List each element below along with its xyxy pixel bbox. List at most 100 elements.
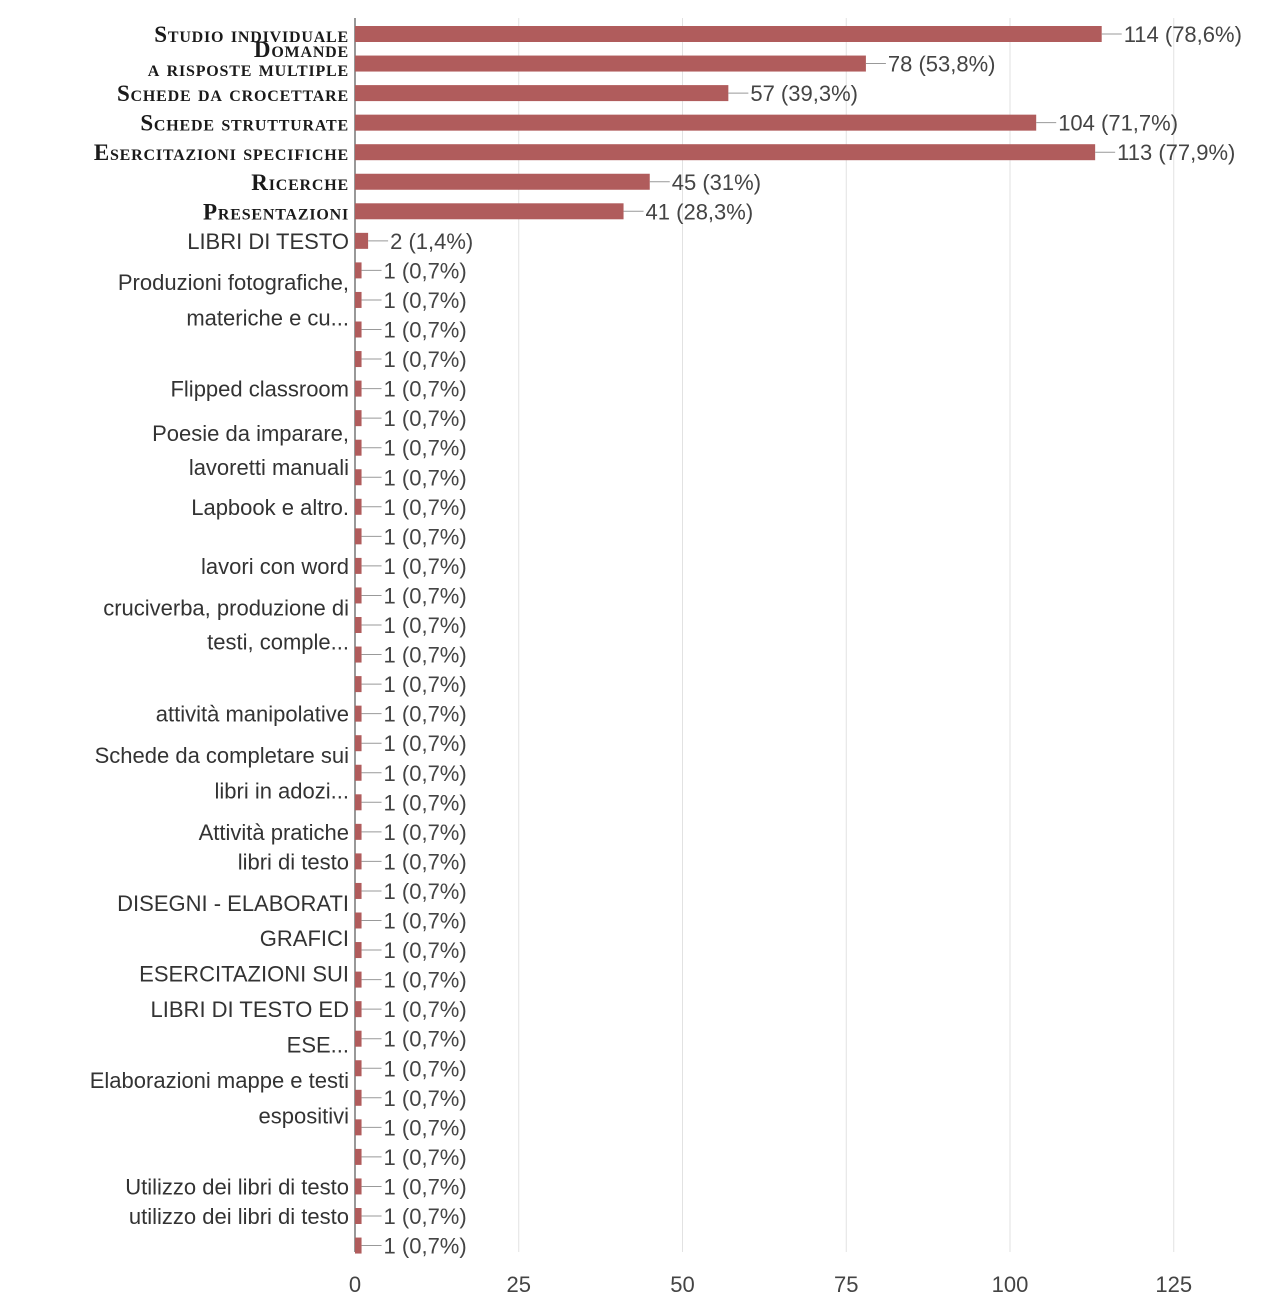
bar-value-label: 1 (0,7%) <box>384 1115 467 1140</box>
bar <box>355 557 362 574</box>
bar-value-label: 1 (0,7%) <box>384 495 467 520</box>
bar <box>355 1001 362 1018</box>
bar-value-label: 104 (71,7%) <box>1058 111 1178 136</box>
bar-value-label: 1 (0,7%) <box>384 554 467 579</box>
bar <box>355 853 362 870</box>
category-label: Esercitazioni specifiche <box>94 140 349 165</box>
bar-value-label: 1 (0,7%) <box>384 1027 467 1052</box>
bar <box>355 1060 362 1077</box>
bar-value-label: 1 (0,7%) <box>384 613 467 638</box>
bar <box>355 971 362 988</box>
category-label: ESERCITAZIONI SUI <box>139 962 349 987</box>
bar <box>355 380 362 397</box>
bar <box>355 823 362 840</box>
bar-value-label: 1 (0,7%) <box>384 997 467 1022</box>
x-tick-label: 75 <box>834 1272 858 1297</box>
category-label: Studio individuale <box>154 22 349 47</box>
bar <box>355 291 362 308</box>
category-label: DISEGNI - ELABORATI <box>117 891 349 916</box>
category-label: Schede strutturate <box>140 111 349 136</box>
bar <box>355 114 1037 131</box>
category-label: libri di testo <box>238 849 349 874</box>
bar-value-label: 1 (0,7%) <box>384 1086 467 1111</box>
bar-value-label: 1 (0,7%) <box>384 909 467 934</box>
bar-value-label: 57 (39,3%) <box>750 81 858 106</box>
bar <box>355 942 362 959</box>
bar-value-label: 1 (0,7%) <box>384 968 467 993</box>
bar <box>355 764 362 781</box>
category-label: Elaborazioni mappe e testi <box>90 1068 349 1093</box>
bar-value-label: 1 (0,7%) <box>384 1145 467 1170</box>
category-label: Utilizzo dei libri di testo <box>125 1174 349 1199</box>
bar-value-label: 1 (0,7%) <box>384 436 467 461</box>
category-label: Produzioni fotografiche, <box>118 270 349 295</box>
bar <box>355 55 866 72</box>
category-label: espositivi <box>259 1104 349 1129</box>
bar <box>355 351 362 368</box>
bar-value-label: 1 (0,7%) <box>384 406 467 431</box>
x-tick-label: 50 <box>670 1272 694 1297</box>
category-label: materiche e cu... <box>186 306 349 331</box>
category-label: ESE... <box>287 1033 349 1058</box>
bar <box>355 469 362 486</box>
x-tick-label: 0 <box>349 1272 361 1297</box>
bar <box>355 85 729 102</box>
category-label: Poesie da imparare, <box>152 421 349 446</box>
bar-value-label: 1 (0,7%) <box>384 643 467 668</box>
bar <box>355 617 362 633</box>
bar-value-label: 1 (0,7%) <box>384 583 467 608</box>
bar <box>355 882 362 899</box>
bar <box>355 646 362 663</box>
bar-value-label: 1 (0,7%) <box>384 879 467 904</box>
category-label: Attività pratiche <box>199 820 349 845</box>
bar <box>355 912 362 929</box>
category-label: Presentazioni <box>203 199 349 224</box>
category-label: lavori con word <box>201 554 349 579</box>
category-label: GRAFICI <box>260 926 349 951</box>
bar-value-label: 1 (0,7%) <box>384 377 467 402</box>
bar-value-label: 1 (0,7%) <box>384 524 467 549</box>
category-label: libri in adozi... <box>214 778 349 803</box>
bar-value-label: 1 (0,7%) <box>384 938 467 963</box>
bar-value-label: 114 (78,6%) <box>1124 22 1242 47</box>
category-label: utilizzo dei libri di testo <box>129 1204 349 1229</box>
bar-value-label: 1 (0,7%) <box>384 347 467 372</box>
bar <box>355 173 650 190</box>
bar-value-label: 1 (0,7%) <box>384 761 467 786</box>
x-tick-label: 125 <box>1155 1272 1192 1297</box>
bar-value-label: 41 (28,3%) <box>646 199 754 224</box>
bar <box>355 676 362 693</box>
bar-value-label: 1 (0,7%) <box>384 288 467 313</box>
bar-value-label: 1 (0,7%) <box>384 1174 467 1199</box>
bar-value-label: 1 (0,7%) <box>384 1234 467 1259</box>
bar-value-label: 78 (53,8%) <box>888 52 996 77</box>
category-label: Schede da completare sui <box>95 743 349 768</box>
bar <box>355 26 1102 42</box>
category-label: a risposte multiple <box>148 56 349 81</box>
bar <box>355 794 362 811</box>
bar <box>355 232 369 249</box>
bar <box>355 321 362 338</box>
bar-value-label: 1 (0,7%) <box>384 465 467 490</box>
category-label: Domande <box>254 37 349 62</box>
bar <box>355 410 362 427</box>
category-label: testi, comple... <box>207 629 349 654</box>
bar <box>355 144 1096 161</box>
category-label: lavoretti manuali <box>189 455 349 480</box>
bar <box>355 1237 362 1254</box>
bar <box>355 1208 362 1224</box>
bar <box>355 1089 362 1106</box>
bar <box>355 735 362 752</box>
bar-value-label: 1 (0,7%) <box>384 731 467 756</box>
bar <box>355 1178 362 1195</box>
bar-value-label: 1 (0,7%) <box>384 1056 467 1081</box>
bar <box>355 705 362 722</box>
bar <box>355 498 362 515</box>
bar <box>355 1119 362 1136</box>
bar-value-label: 45 (31%) <box>672 170 761 195</box>
bar-value-label: 1 (0,7%) <box>384 849 467 874</box>
bar <box>355 262 362 279</box>
bar <box>355 1030 362 1047</box>
